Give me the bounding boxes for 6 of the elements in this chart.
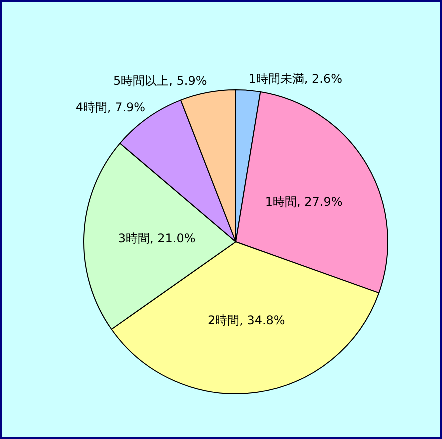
slice-label: 3時間, 21.0%: [118, 231, 196, 246]
slice-label: 2時間, 34.8%: [208, 313, 286, 328]
slice-label: 5時間以上, 5.9%: [114, 74, 208, 88]
slice-label: 1時間未満, 2.6%: [248, 72, 342, 86]
slice-label: 4時間, 7.9%: [76, 100, 146, 114]
slice-label: 1時間, 27.9%: [265, 194, 343, 209]
